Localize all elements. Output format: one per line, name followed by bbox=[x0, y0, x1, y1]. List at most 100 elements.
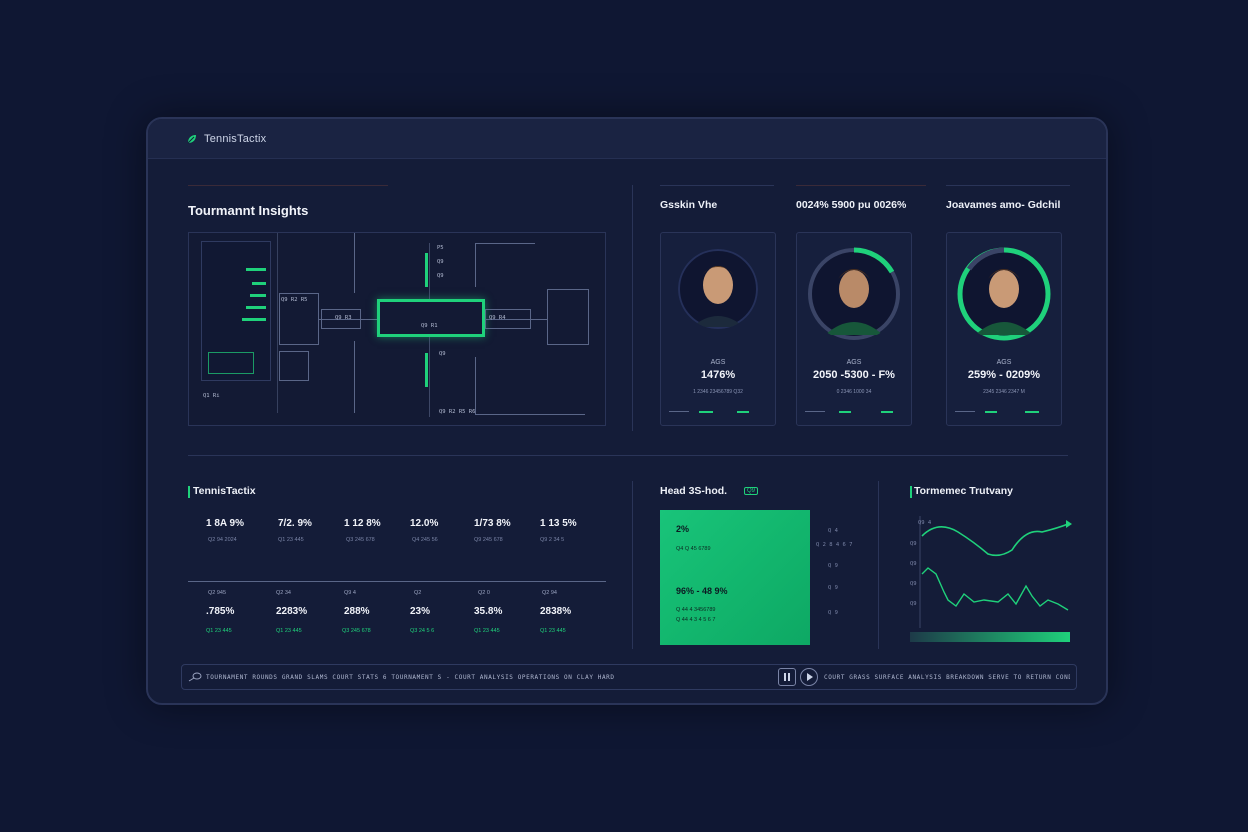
h2h-side-label: Q 4 bbox=[828, 528, 838, 534]
h2h-side-label: Q 2 8 4 6 7 bbox=[816, 542, 853, 548]
stat-value: .785% bbox=[206, 606, 235, 617]
stat-link[interactable]: Q1 23 445 bbox=[206, 628, 232, 634]
bracket-label: Q9 R1 bbox=[421, 323, 438, 329]
stat-link[interactable]: Q3 24 5 6 bbox=[410, 628, 435, 634]
ticker-text-right: COURT GRASS SURFACE ANALYSIS BREAKDOWN S… bbox=[824, 674, 1070, 681]
h2h-panel[interactable]: 2% Q4 Q 45 6789 96% - 48 9% Q 44 4 34567… bbox=[660, 510, 810, 645]
player-card-3[interactable]: AGS 259% - 0209% 2345 2346 2347 M bbox=[946, 232, 1062, 426]
stat-value: 35.8% bbox=[474, 606, 503, 617]
stat-link[interactable]: Q1 23 445 bbox=[276, 628, 302, 634]
bracket-label: Q9 bbox=[437, 259, 444, 265]
stat-link[interactable]: Q1 23 445 bbox=[540, 628, 566, 634]
h2h-side-label: Q 9 bbox=[828, 610, 838, 616]
player-stat-value: 259% - 0209% bbox=[967, 369, 1041, 381]
trend-title: Tormemeс Trutvany bbox=[914, 485, 1014, 497]
play-icon bbox=[807, 673, 813, 681]
stat-link[interactable]: Q1 23 445 bbox=[474, 628, 500, 634]
stat-header: Q2 34 bbox=[276, 590, 291, 596]
player-header-1: Gsskin Vhe bbox=[660, 199, 718, 211]
stat-header: Q2 945 bbox=[208, 590, 227, 596]
tennis-racket-icon bbox=[188, 672, 202, 682]
stat-sub: Q9 2 34 5 bbox=[540, 537, 565, 543]
bracket-label: Q1 Ri bbox=[203, 393, 220, 399]
h2h-mid-sub: Q 44 4 3456789 bbox=[676, 607, 716, 613]
stat-header: Q2 bbox=[414, 590, 422, 596]
player-stat-value: 1476% bbox=[700, 369, 736, 381]
stat-header: Q2 0 bbox=[478, 590, 490, 596]
brand-name: TennisTactix bbox=[204, 132, 267, 145]
stat-value: 1 12 8% bbox=[344, 518, 381, 529]
ticker-pause-button[interactable] bbox=[778, 668, 796, 686]
stat-sub: Q4 245 56 bbox=[412, 537, 438, 543]
player-header-2: 0024% 5900 pu 0026% bbox=[796, 199, 907, 211]
trend-y-label: Q9 bbox=[910, 581, 917, 587]
bracket-label: Q9 R2 R5 R6 bbox=[439, 409, 476, 415]
stat-value: 1 8A 9% bbox=[206, 518, 244, 529]
stat-value: 1 13 5% bbox=[540, 518, 577, 529]
player-stat-desc: 1 2346 23456789 Q32 bbox=[693, 389, 743, 395]
tennis-leaf-icon bbox=[187, 134, 196, 143]
stat-value: 23% bbox=[410, 606, 431, 617]
player-stat-label: AGS bbox=[710, 359, 726, 366]
h2h-side-label: Q 9 bbox=[828, 563, 838, 569]
trend-y-label: Q9 bbox=[910, 541, 917, 547]
bracket-seed-table bbox=[201, 241, 271, 381]
h2h-mid-sub: Q 44 4 3 4 5 6 7 bbox=[676, 617, 716, 623]
pause-icon bbox=[784, 673, 790, 681]
stat-value: 12.0% bbox=[410, 518, 439, 529]
h2h-mid-value: 96% - 48 9% bbox=[676, 586, 728, 596]
tournament-title: Tourmannt Insights bbox=[188, 203, 309, 218]
vertical-divider bbox=[632, 185, 633, 431]
tournament-bracket[interactable]: Q1 Ri Q9 R1 P5 Q9 Q9 Q9 Q9 R3 Q9 R4 Q9 R… bbox=[188, 232, 606, 426]
stat-value: 7/2. 9% bbox=[278, 518, 312, 529]
bracket-label: Q9 R2 R5 bbox=[281, 297, 308, 303]
player-card-2[interactable]: AGS 2050 -5300 - F% 0 2346 1000 34 bbox=[796, 232, 912, 426]
player-avatar bbox=[678, 249, 758, 329]
player-header-3: Joavames amo- Gdchil bbox=[946, 199, 1061, 211]
stat-sub: Q2 94 2024 bbox=[208, 537, 237, 543]
h2h-badge[interactable]: Q9 bbox=[744, 487, 759, 495]
bracket-label: P5 bbox=[437, 245, 444, 251]
h2h-top-value: 2% bbox=[676, 524, 690, 534]
stat-sub: Q1 23 445 bbox=[278, 537, 304, 543]
stat-sub: Q3 245 678 bbox=[346, 537, 375, 543]
trend-y-label: Q9 4 bbox=[918, 520, 932, 526]
player-stat-value: 2050 -5300 - F% bbox=[813, 369, 895, 381]
stat-value: 2838% bbox=[540, 606, 572, 617]
stat-value: 1/73 8% bbox=[474, 518, 511, 529]
ticker-text-left: TOURNAMENT ROUNDS GRAND SLAMS COURT STAT… bbox=[206, 674, 615, 681]
stats-title: TennisTactix bbox=[193, 485, 256, 497]
bracket-label: Q9 R4 bbox=[489, 315, 506, 321]
bracket-label: Q9 bbox=[439, 351, 446, 357]
section-divider bbox=[188, 185, 388, 186]
trend-y-label: Q9 bbox=[910, 601, 917, 607]
player-card-1[interactable]: AGS 1476% 1 2346 23456789 Q32 bbox=[660, 232, 776, 426]
ticker-next-button[interactable] bbox=[800, 668, 818, 686]
bracket-final-match[interactable] bbox=[377, 299, 485, 337]
bracket-label: Q9 bbox=[437, 273, 444, 279]
title-bar: TennisTactix bbox=[148, 119, 1106, 159]
h2h-side-label: Q 9 bbox=[828, 585, 838, 591]
stat-value: 288% bbox=[344, 606, 370, 617]
h2h-title: Head 3S-hod. bbox=[660, 485, 728, 497]
h2h-top-sub: Q4 Q 45 6789 bbox=[676, 546, 711, 552]
player-stat-desc: 2345 2346 2347 M bbox=[983, 389, 1025, 395]
stat-link[interactable]: Q3 245 678 bbox=[342, 628, 371, 634]
stat-header: Q2 94 bbox=[542, 590, 557, 596]
vertical-divider bbox=[632, 481, 633, 649]
player-stat-desc: 0 2346 1000 34 bbox=[836, 389, 872, 395]
section-divider bbox=[188, 455, 1068, 456]
player-avatar bbox=[957, 247, 1051, 341]
stat-header: Q9 4 bbox=[344, 590, 356, 596]
trend-y-label: Q9 bbox=[910, 561, 917, 567]
bracket-label: Q9 R3 bbox=[335, 315, 352, 321]
stat-sub: Q9 245 678 bbox=[474, 537, 503, 543]
trend-chart[interactable] bbox=[908, 514, 1072, 646]
bottom-ticker[interactable]: TOURNAMENT ROUNDS GRAND SLAMS COURT STAT… bbox=[181, 664, 1077, 690]
stat-value: 2283% bbox=[276, 606, 308, 617]
vertical-divider bbox=[878, 481, 879, 649]
player-stat-label: AGS bbox=[846, 359, 862, 366]
app-window: TennisTactix Tourmannt Insights Q1 Ri Q9… bbox=[146, 117, 1108, 705]
player-stat-label: AGS bbox=[996, 359, 1012, 366]
player-avatar bbox=[808, 247, 900, 340]
